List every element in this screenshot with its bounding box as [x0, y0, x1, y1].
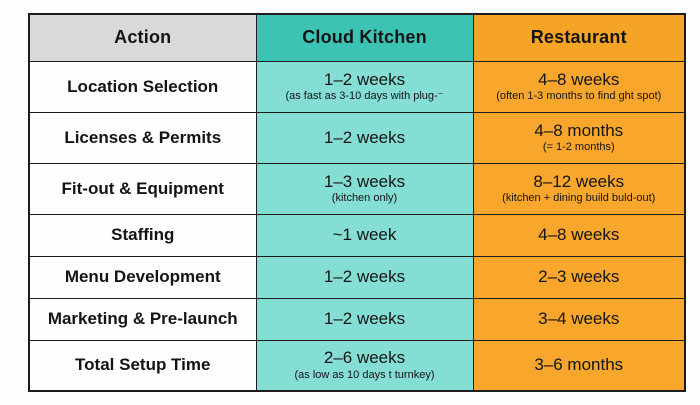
restaurant-cell: 3–6 months	[472, 339, 686, 392]
action-cell: Location Selection	[28, 60, 257, 113]
duration-note: (kitchen + dining build buld-out)	[502, 192, 656, 205]
header-restaurant: Restaurant	[472, 13, 686, 62]
table-row-menu-development: Menu Development 1–2 weeks 2–3 weeks	[28, 255, 686, 299]
restaurant-cell: 4–8 weeks (often 1-3 months to find ght …	[472, 60, 686, 113]
cloud-kitchen-cell: 2–6 weeks (as low as 10 days t turnkey)	[255, 339, 474, 392]
restaurant-cell: 8–12 weeks (kitchen + dining build buld-…	[472, 162, 686, 215]
header-action: Action	[28, 13, 257, 62]
cloud-kitchen-cell: 1–2 weeks	[255, 111, 474, 164]
restaurant-cell: 4–8 weeks	[472, 213, 686, 257]
duration-value: 2–3 weeks	[538, 267, 620, 287]
restaurant-cell: 2–3 weeks	[472, 255, 686, 299]
table-row-staffing: Staffing ~1 week 4–8 weeks	[28, 213, 686, 257]
duration-value: 4–8 weeks	[538, 69, 620, 89]
action-cell: Total Setup Time	[28, 339, 257, 392]
table-row-fitout-equipment: Fit-out & Equipment 1–3 weeks (kitchen o…	[28, 162, 686, 215]
restaurant-cell: 4–8 months (= 1-2 months)	[472, 111, 686, 164]
duration-note: (kitchen only)	[331, 192, 398, 205]
duration-value: 8–12 weeks	[533, 171, 625, 191]
duration-value: 3–6 months	[534, 355, 624, 375]
action-cell: Fit-out & Equipment	[28, 162, 257, 215]
duration-note: (as fast as 3-10 days with plug-⁻	[285, 90, 444, 103]
restaurant-cell: 3–4 weeks	[472, 297, 686, 341]
duration-value: 4–8 weeks	[538, 225, 620, 245]
duration-note: (as low as 10 days t turnkey)	[294, 368, 435, 381]
duration-value: 1–2 weeks	[323, 309, 406, 329]
table-row-location-selection: Location Selection 1–2 weeks (as fast as…	[28, 60, 686, 113]
header-cloud-kitchen: Cloud Kitchen	[255, 13, 474, 62]
table-row-licenses-permits: Licenses & Permits 1–2 weeks 4–8 months …	[28, 111, 686, 164]
duration-value: 2–6 weeks	[323, 348, 406, 368]
cloud-kitchen-cell: 1–2 weeks	[255, 255, 474, 299]
action-cell: Licenses & Permits	[28, 111, 257, 164]
duration-value: 1–3 weeks	[323, 171, 406, 191]
duration-value: ~1 week	[332, 225, 397, 245]
duration-value: 4–8 months	[534, 120, 624, 140]
cloud-kitchen-cell: 1–3 weeks (kitchen only)	[255, 162, 474, 215]
action-cell: Menu Development	[28, 255, 257, 299]
duration-value: 1–2 weeks	[323, 69, 406, 89]
duration-value: 1–2 weeks	[323, 267, 406, 287]
action-cell: Marketing & Pre-launch	[28, 297, 257, 341]
duration-note: (often 1-3 months to find ght spot)	[496, 90, 662, 103]
table-row-total-setup-time: Total Setup Time 2–6 weeks (as low as 10…	[28, 339, 686, 392]
action-cell: Staffing	[28, 213, 257, 257]
table-row-marketing-prelaunch: Marketing & Pre-launch 1–2 weeks 3–4 wee…	[28, 297, 686, 341]
cloud-kitchen-cell: 1–2 weeks (as fast as 3-10 days with plu…	[255, 60, 474, 113]
header-row: Action Cloud Kitchen Restaurant	[28, 13, 686, 62]
comparison-table: Action Cloud Kitchen Restaurant Location…	[28, 13, 686, 392]
duration-value: 1–2 weeks	[323, 127, 406, 147]
cloud-kitchen-cell: 1–2 weeks	[255, 297, 474, 341]
duration-value: 3–4 weeks	[538, 309, 620, 329]
cloud-kitchen-cell: ~1 week	[255, 213, 474, 257]
duration-note: (= 1-2 months)	[542, 141, 615, 154]
